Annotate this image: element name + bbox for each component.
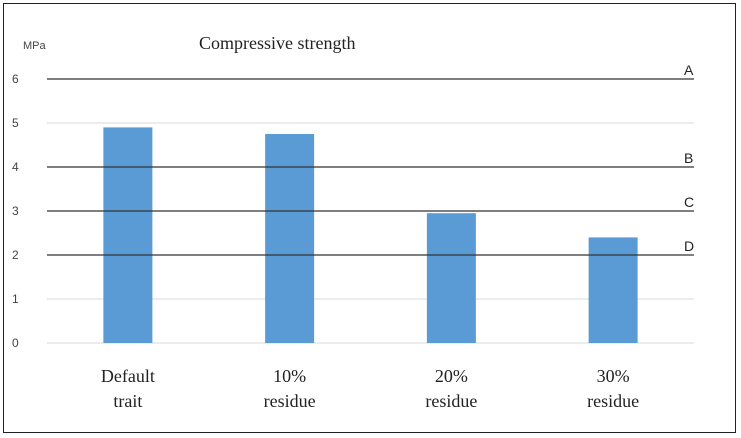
category-label: residue bbox=[425, 391, 477, 411]
y-tick-label: 3 bbox=[12, 204, 19, 218]
category-label: 30% bbox=[597, 366, 630, 386]
category-label: Default bbox=[101, 366, 155, 386]
compressive-strength-chart: A B C D 0 1 2 3 4 5 6 Default trait 10% residue 20% res… bbox=[12, 33, 694, 411]
category-label: 10% bbox=[273, 366, 306, 386]
chart-frame: A B C D 0 1 2 3 4 5 6 Default trait 10% residue 20% res… bbox=[3, 3, 736, 433]
reference-line-label: D bbox=[684, 238, 694, 254]
category-label: residue bbox=[264, 391, 316, 411]
y-tick-label: 1 bbox=[12, 292, 19, 306]
chart-title: Compressive strength bbox=[199, 33, 355, 53]
axis-layer: 0 1 2 3 4 5 6 Default trait 10% residue 20% residue 3… bbox=[12, 72, 639, 411]
y-tick-label: 2 bbox=[12, 248, 19, 262]
bar bbox=[265, 134, 315, 343]
reference-line-label: A bbox=[684, 62, 694, 78]
category-label: residue bbox=[587, 391, 639, 411]
y-tick-label: 5 bbox=[12, 116, 19, 130]
category-label: 20% bbox=[435, 366, 468, 386]
reference-line-label: C bbox=[684, 194, 694, 210]
y-tick-label: 0 bbox=[12, 336, 19, 350]
category-label: trait bbox=[113, 391, 142, 411]
y-tick-label: 6 bbox=[12, 72, 19, 86]
bar-layer bbox=[103, 127, 638, 344]
reference-line-layer: A B C D bbox=[47, 62, 694, 256]
bar bbox=[103, 127, 153, 344]
y-tick-label: 4 bbox=[12, 160, 19, 174]
reference-line-label: B bbox=[684, 150, 693, 166]
bar bbox=[426, 213, 476, 343]
bar bbox=[588, 237, 638, 343]
y-unit-label: MPa bbox=[23, 40, 47, 52]
